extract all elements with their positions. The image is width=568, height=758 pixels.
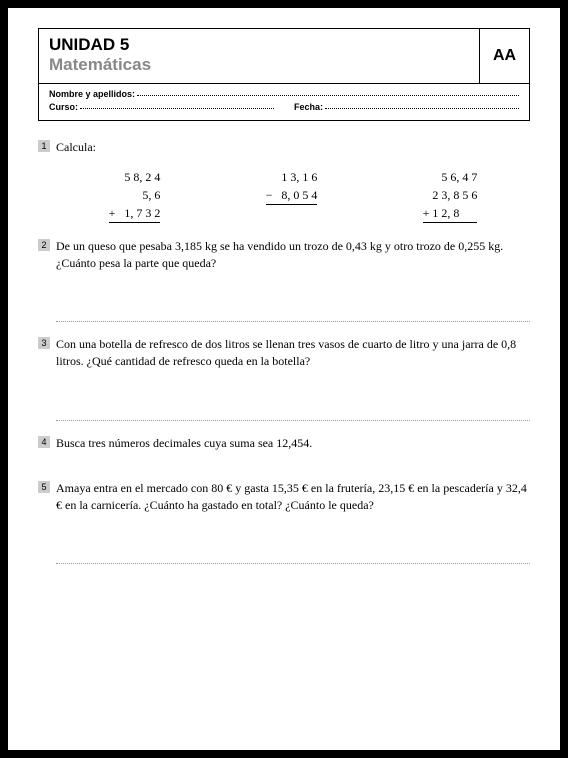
question-number: 3 (38, 337, 50, 349)
answer-line[interactable] (56, 420, 530, 421)
question-text: De un queso que pesaba 3,185 kg se ha ve… (56, 238, 530, 272)
calc-line: − 8, 0 5 4 (266, 186, 318, 204)
worksheet-header: UNIDAD 5 Matemáticas AA Nombre y apellid… (38, 28, 530, 121)
question-text: Busca tres números decimales cuya suma s… (56, 435, 530, 452)
question-5: 5 Amaya entra en el mercado con 80 € y g… (38, 480, 530, 565)
header-fields: Nombre y apellidos: Curso: Fecha: (39, 84, 529, 120)
calc-line: + 1 2, 8 (423, 204, 478, 222)
answer-line[interactable] (56, 321, 530, 322)
level-code: AA (479, 29, 529, 83)
question-4: 4 Busca tres números decimales cuya suma… (38, 435, 530, 452)
question-number: 1 (38, 140, 50, 152)
calc-line: 5, 6 (109, 186, 161, 204)
calc-line: 2 3, 8 5 6 (423, 186, 478, 204)
question-text: Con una botella de refresco de dos litro… (56, 336, 530, 370)
calc-line: 5 8, 2 4 (109, 168, 161, 186)
calc-rule (423, 222, 478, 224)
question-2: 2 De un queso que pesaba 3,185 kg se ha … (38, 238, 530, 323)
name-field-row: Nombre y apellidos: (49, 89, 519, 99)
question-text: Amaya entra en el mercado con 80 € y gas… (56, 480, 530, 514)
question-number: 4 (38, 436, 50, 448)
calc-line: + 1, 7 3 2 (109, 204, 161, 222)
course-field-row: Curso: (49, 102, 274, 112)
question-number: 2 (38, 239, 50, 251)
calc-column-2: 1 3, 1 6 − 8, 0 5 4 (266, 168, 318, 224)
unit-title: UNIDAD 5 (49, 35, 469, 55)
course-input-line[interactable] (80, 99, 274, 109)
date-input-line[interactable] (325, 99, 519, 109)
date-label: Fecha: (294, 102, 323, 112)
subject-title: Matemáticas (49, 55, 469, 75)
calc-column-3: 5 6, 4 7 2 3, 8 5 6 + 1 2, 8 (423, 168, 478, 224)
calc-line: 1 3, 1 6 (266, 168, 318, 186)
answer-line[interactable] (56, 563, 530, 564)
calc-rule (266, 204, 318, 206)
question-1: 1 Calcula: 5 8, 2 4 5, 6 + 1, 7 3 2 1 3,… (38, 139, 530, 224)
header-title-block: UNIDAD 5 Matemáticas (39, 29, 479, 83)
course-label: Curso: (49, 102, 78, 112)
question-text: Calcula: (56, 139, 530, 156)
question-number: 5 (38, 481, 50, 493)
calculation-row: 5 8, 2 4 5, 6 + 1, 7 3 2 1 3, 1 6 − 8, 0… (56, 168, 530, 224)
calc-rule (109, 222, 161, 224)
calc-column-1: 5 8, 2 4 5, 6 + 1, 7 3 2 (109, 168, 161, 224)
name-input-line[interactable] (137, 86, 519, 96)
calc-line: 5 6, 4 7 (423, 168, 478, 186)
header-top: UNIDAD 5 Matemáticas AA (39, 29, 529, 84)
date-field-row: Fecha: (294, 102, 519, 112)
name-label: Nombre y apellidos: (49, 89, 135, 99)
question-3: 3 Con una botella de refresco de dos lit… (38, 336, 530, 421)
